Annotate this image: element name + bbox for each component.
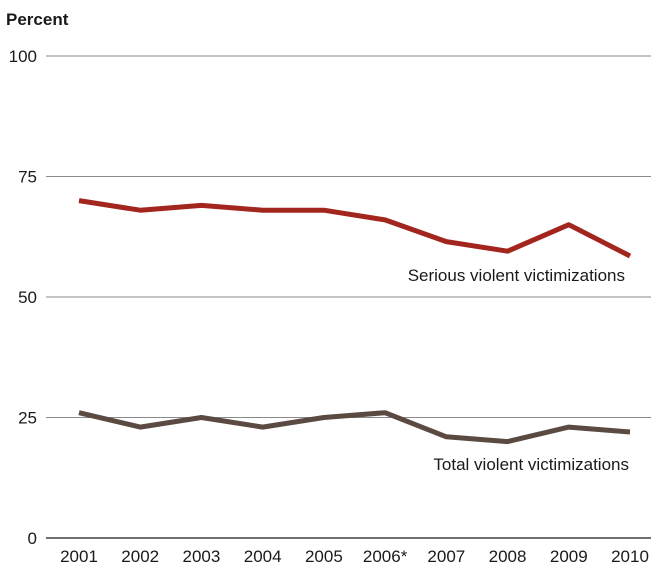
x-tick-label: 2009 — [550, 547, 588, 566]
y-tick-label: 25 — [18, 409, 37, 428]
series-line-total-violent — [78, 410, 631, 445]
x-tick-label: 2007 — [427, 547, 465, 566]
x-tick-label: 2008 — [489, 547, 527, 566]
y-tick-label: 100 — [9, 47, 37, 66]
gridlines — [46, 55, 651, 539]
x-tick-labels: 2001 2002 2003 2004 2005 2006* 2007 2008 2009 201… — [60, 547, 649, 566]
x-tick-label: 2001 — [60, 547, 98, 566]
y-tick-label: 75 — [18, 168, 37, 187]
y-tick-label: 50 — [18, 288, 37, 307]
y-tick-labels: 0 25 50 75 100 — [9, 47, 37, 548]
x-tick-label: 2006* — [363, 547, 408, 566]
series-lines — [78, 198, 632, 445]
series-line-serious-violent — [78, 198, 632, 259]
series-label: Total violent victimizations — [433, 455, 629, 474]
x-tick-label: 2002 — [121, 547, 159, 566]
x-tick-label: 2010 — [611, 547, 649, 566]
series-label: Serious violent victimizations — [408, 266, 625, 285]
y-axis-title: Percent — [6, 10, 69, 29]
x-tick-label: 2004 — [244, 547, 282, 566]
x-tick-label: 2003 — [183, 547, 221, 566]
y-tick-label: 0 — [28, 529, 37, 548]
series-labels: Serious violent victimizations Total viol… — [408, 266, 629, 474]
x-tick-label: 2005 — [305, 547, 343, 566]
